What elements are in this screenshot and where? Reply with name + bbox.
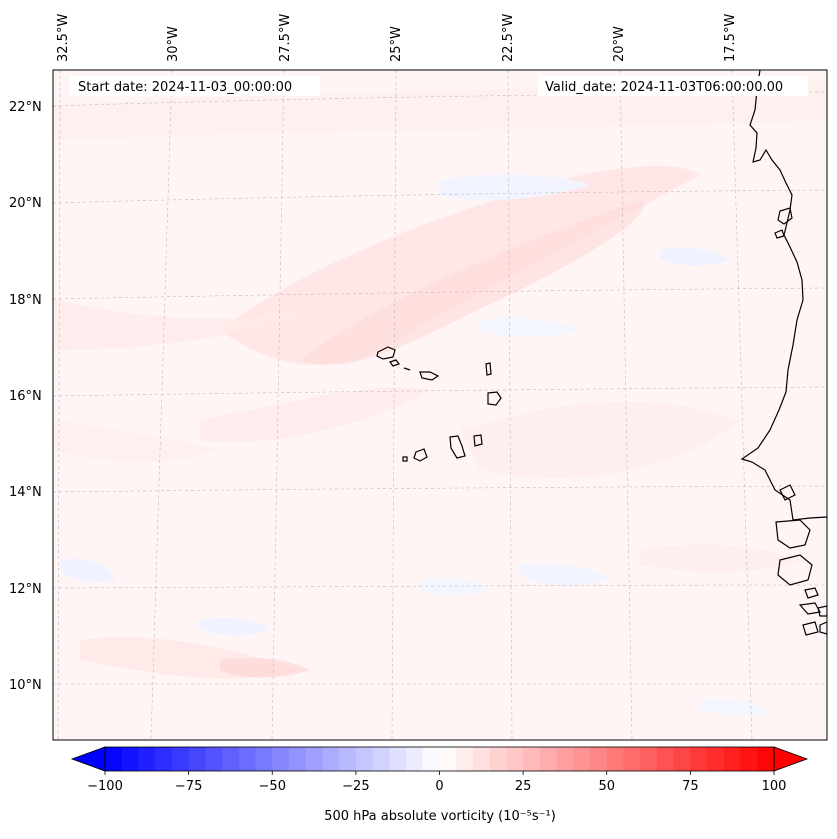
colorbar-segment	[322, 747, 340, 771]
colorbar-tick-label: −50	[259, 779, 286, 794]
colorbar-tick-label: 0	[435, 779, 443, 794]
colorbar-segment	[188, 747, 206, 771]
colorbar-segment	[238, 747, 257, 771]
lat-tick: 14°N	[9, 485, 42, 500]
colorbar-tick-label: 25	[515, 779, 532, 794]
lon-tick: 17.5°W	[723, 14, 738, 62]
colorbar-segment	[723, 747, 742, 771]
colorbar-segment	[740, 747, 758, 771]
colorbar-segment	[406, 747, 424, 771]
colorbar-tick-label: 75	[682, 779, 699, 794]
valid-date-box	[538, 76, 808, 96]
colorbar-segment	[757, 747, 775, 771]
colorbar-ticks: −100 −75 −50 −25 0 25 50 75 100	[87, 771, 786, 794]
map-background	[53, 70, 827, 740]
colorbar-tick-label: 100	[762, 779, 787, 794]
lat-tick: 12°N	[9, 582, 42, 597]
colorbar-segment	[255, 747, 273, 771]
colorbar-max-extend	[773, 746, 809, 772]
colorbar-segment	[523, 747, 541, 771]
colorbar-segment	[121, 747, 139, 771]
longitude-ticks: 32.5°W 30°W 27.5°W 25°W 22.5°W 20°W 17.5…	[56, 14, 738, 62]
colorbar-segment	[222, 747, 240, 771]
colorbar-segment	[439, 747, 457, 771]
map-frame	[52, 69, 828, 741]
colorbar-segments	[105, 747, 775, 771]
lon-tick: 32.5°W	[56, 14, 71, 62]
colorbar-segment	[690, 747, 708, 771]
colorbar-segment	[472, 747, 491, 771]
colorbar-segment	[355, 747, 374, 771]
colorbar-segment	[288, 747, 307, 771]
colorbar-tick-label: −25	[342, 779, 369, 794]
colorbar-segment	[489, 747, 507, 771]
lat-tick: 22°N	[9, 100, 42, 115]
cape-verde-islands	[376, 346, 502, 462]
africa-coastline	[740, 70, 827, 636]
colorbar-tick-label: −75	[175, 779, 202, 794]
colorbar: −100 −75 −50 −25 0 25 50 75 100 500 hPa absolute…	[70, 746, 809, 824]
colorbar-segment	[506, 747, 524, 771]
vorticity-field	[53, 70, 827, 740]
colorbar-segment	[656, 747, 675, 771]
lon-tick: 22.5°W	[501, 14, 516, 62]
colorbar-segment	[623, 747, 641, 771]
colorbar-segment	[556, 747, 574, 771]
colorbar-tick-label: 50	[598, 779, 615, 794]
lon-tick: 30°W	[166, 26, 181, 62]
colorbar-segment	[573, 747, 591, 771]
colorbar-label: 500 hPa absolute vorticity (10⁻⁵s⁻¹)	[324, 809, 556, 824]
lat-tick: 10°N	[9, 678, 42, 693]
colorbar-segment	[305, 747, 323, 771]
colorbar-segment	[539, 747, 558, 771]
colorbar-segment	[272, 747, 290, 771]
colorbar-segment	[155, 747, 173, 771]
colorbar-segment	[606, 747, 624, 771]
start-date-box	[70, 76, 320, 96]
lon-tick: 20°W	[612, 26, 627, 62]
valid-date-label: Valid_date: 2024-11-03T06:00:00.00	[545, 80, 783, 95]
colorbar-segment	[673, 747, 691, 771]
lat-tick: 20°N	[9, 196, 42, 211]
latitude-ticks: 22°N 20°N 18°N 16°N 14°N 12°N 10°N	[9, 100, 42, 693]
colorbar-segment	[339, 747, 357, 771]
colorbar-segment	[707, 747, 725, 771]
colorbar-segment	[389, 747, 407, 771]
lon-tick: 25°W	[389, 26, 404, 62]
colorbar-segment	[171, 747, 190, 771]
colorbar-segment	[372, 747, 390, 771]
colorbar-min-extend	[70, 746, 106, 772]
lon-tick: 27.5°W	[278, 14, 293, 62]
colorbar-segment	[422, 747, 441, 771]
colorbar-segment	[138, 747, 156, 771]
lat-tick: 18°N	[9, 293, 42, 308]
colorbar-segment	[590, 747, 608, 771]
start-date-label: Start date: 2024-11-03_00:00:00	[78, 80, 292, 95]
colorbar-segment	[105, 747, 123, 771]
lat-tick: 16°N	[9, 389, 42, 404]
colorbar-tick-label: −100	[87, 779, 123, 794]
colorbar-segment	[456, 747, 474, 771]
colorbar-segment	[640, 747, 658, 771]
colorbar-segment	[205, 747, 223, 771]
